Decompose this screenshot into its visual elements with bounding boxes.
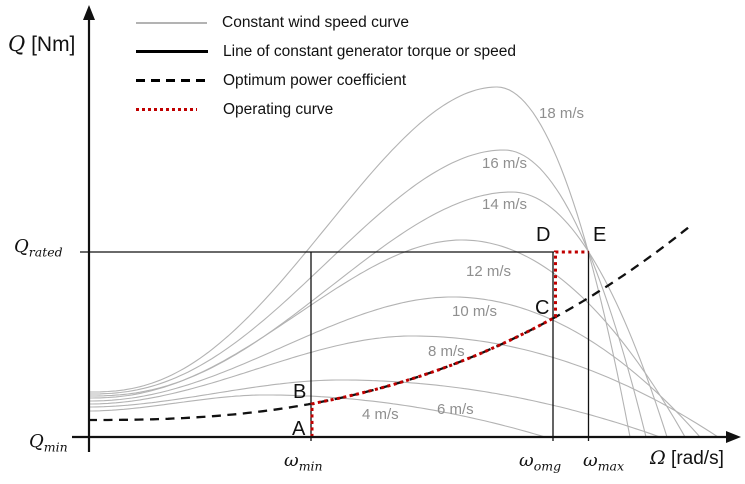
wind-speed-label-18ms: 18 m/s xyxy=(539,105,585,122)
y-tick-q-min: Qmin xyxy=(29,431,68,455)
legend-label: Optimum power coefficient xyxy=(223,71,407,89)
wind-speed-label-8ms: 8 m/s xyxy=(428,343,465,360)
optimum-power-curve xyxy=(88,222,694,422)
point-label-a: A xyxy=(292,418,306,440)
wind-curve-14ms xyxy=(88,191,668,438)
wind-speed-label-14ms: 14 m/s xyxy=(482,196,528,213)
wind-curve-4ms xyxy=(88,394,546,438)
legend-row-constant-torque: Line of constant generator torque or spe… xyxy=(136,37,516,66)
legend-row-operating-curve: Operating curve xyxy=(136,95,516,124)
y-tick-q-rated: Qrated xyxy=(14,236,63,260)
y-axis-unit: [Nm] xyxy=(31,33,76,56)
wind-curve-16ms xyxy=(88,149,647,438)
wind-curve-10ms xyxy=(88,296,701,438)
x-axis-title: Ω [rad/s] xyxy=(650,447,724,470)
point-label-c: C xyxy=(535,297,550,319)
x-axis-symbol: Ω xyxy=(650,447,666,469)
wind-curve-6ms xyxy=(88,379,661,438)
gray-line-swatch-icon xyxy=(136,21,207,24)
wind-speed-label-16ms: 16 m/s xyxy=(482,155,528,172)
legend-label: Constant wind speed curve xyxy=(222,13,409,31)
wind-speed-label-4ms: 4 m/s xyxy=(362,406,399,423)
point-label-d: D xyxy=(536,224,551,246)
legend-row-optimum-cp: Optimum power coefficient xyxy=(136,66,516,95)
wind-speed-label-12ms: 12 m/s xyxy=(466,263,512,280)
dashed-line-swatch-icon xyxy=(136,79,208,82)
x-tick-omega-min: ωmin xyxy=(284,450,323,474)
x-axis-arrowhead-icon xyxy=(726,431,741,443)
point-label-b: B xyxy=(293,381,307,403)
y-axis-symbol: Q xyxy=(8,32,26,56)
legend-label: Operating curve xyxy=(223,100,334,118)
wind-curve-18ms xyxy=(88,86,631,438)
point-label-e: E xyxy=(593,224,607,246)
legend-label: Line of constant generator torque or spe… xyxy=(223,42,516,60)
wind-curve-8ms xyxy=(88,335,719,438)
y-axis-title: Q [Nm] xyxy=(8,32,75,57)
wind-speed-label-10ms: 10 m/s xyxy=(452,303,498,320)
black-line-swatch-icon xyxy=(136,50,208,53)
legend: Constant wind speed curve Line of consta… xyxy=(136,8,516,124)
x-axis-unit: [rad/s] xyxy=(671,448,724,469)
red-dotted-swatch-icon xyxy=(136,108,197,111)
legend-row-wind-curve: Constant wind speed curve xyxy=(136,8,516,37)
wind-speed-label-6ms: 6 m/s xyxy=(437,401,474,418)
x-tick-omega-max: ωmax xyxy=(583,450,625,474)
y-axis-arrowhead-icon xyxy=(83,5,95,20)
operating-curve xyxy=(310,250,589,437)
x-tick-omega-omg: ωomg xyxy=(519,450,562,474)
